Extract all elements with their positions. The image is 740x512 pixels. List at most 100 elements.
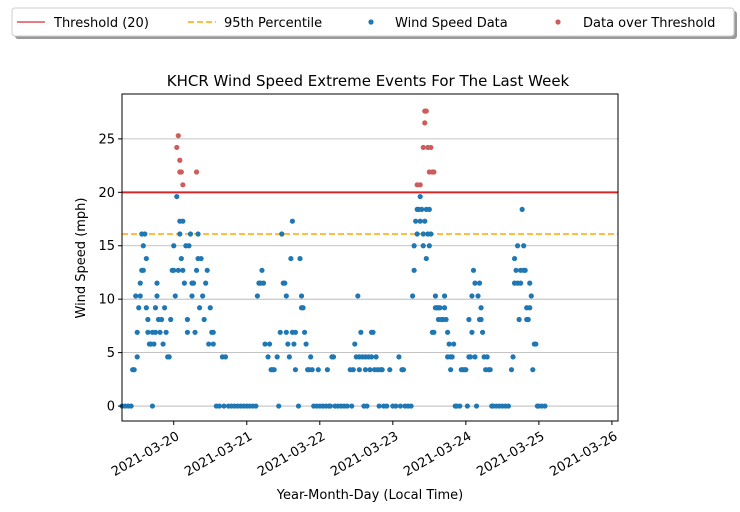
wind-speed-point xyxy=(414,231,420,237)
wind-speed-point xyxy=(358,329,364,335)
x-tick-label: 2021-03-26 xyxy=(547,429,620,480)
wind-speed-point xyxy=(137,280,143,286)
wind-speed-point xyxy=(464,403,470,409)
legend-percentile-label: 95th Percentile xyxy=(224,16,322,31)
wind-speed-point xyxy=(162,305,168,311)
wind-speed-point xyxy=(466,316,472,323)
wind-speed-point xyxy=(444,329,451,335)
wind-speed-point xyxy=(285,341,291,347)
wind-speed-point xyxy=(376,403,382,409)
wind-speed-point xyxy=(368,354,375,360)
wind-speed-point xyxy=(356,367,362,373)
wind-speed-point xyxy=(349,403,355,409)
wind-speed-point xyxy=(196,305,203,311)
wind-speed-point xyxy=(189,293,195,299)
wind-speed-point xyxy=(288,255,294,262)
wind-speed-point xyxy=(514,243,521,249)
wind-speed-point xyxy=(527,305,533,311)
wind-speed-point xyxy=(216,403,222,409)
wind-speed-point xyxy=(470,267,477,273)
wind-speed-point xyxy=(411,243,417,249)
wind-speed-point xyxy=(265,354,271,360)
over-threshold-point xyxy=(178,169,184,175)
wind-speed-point xyxy=(411,267,417,273)
wind-speed-point xyxy=(143,255,149,262)
wind-speed-point xyxy=(324,367,330,373)
wind-speed-point xyxy=(180,218,186,224)
wind-speed-point xyxy=(364,403,370,409)
wind-speed-point xyxy=(149,403,156,409)
wind-speed-point xyxy=(397,403,404,409)
wind-speed-point xyxy=(134,329,140,335)
wind-speed-point xyxy=(292,329,299,335)
y-tick-label: 10 xyxy=(98,293,115,308)
wind-speed-point xyxy=(145,329,151,335)
wind-speed-point xyxy=(446,341,452,347)
wind-speed-point xyxy=(472,280,478,286)
wind-speed-point xyxy=(158,316,165,323)
wind-speed-point xyxy=(393,403,399,409)
wind-speed-point xyxy=(448,367,454,373)
wind-speed-point xyxy=(408,403,414,409)
y-tick-label: 15 xyxy=(98,239,115,254)
wind-speed-point xyxy=(508,367,515,373)
over-threshold-point xyxy=(431,169,437,175)
legend-wind-speed-label: Wind Speed Data xyxy=(395,16,508,31)
wind-speed-point xyxy=(200,293,206,299)
wind-speed-point xyxy=(276,403,282,409)
wind-speed-point xyxy=(478,305,484,311)
wind-speed-point xyxy=(133,293,139,299)
wind-speed-point xyxy=(473,403,480,409)
over-threshold-point xyxy=(193,169,200,175)
wind-speed-point xyxy=(177,231,183,237)
wind-speed-point xyxy=(163,329,169,335)
wind-speed-point xyxy=(518,280,524,286)
wind-speed-point xyxy=(420,243,426,249)
wind-speed-point xyxy=(527,280,533,286)
wind-speed-point xyxy=(274,354,280,360)
wind-speed-point xyxy=(516,316,522,323)
wind-speed-point xyxy=(210,329,216,335)
wind-speed-point xyxy=(186,243,192,249)
wind-speed-point xyxy=(295,403,302,409)
wind-speed-point xyxy=(152,329,159,335)
wind-speed-point xyxy=(476,280,483,286)
x-axis: 2021-03-20 2021-03-21 2021-03-22 2021-03-23… xyxy=(109,421,620,480)
wind-speed-point xyxy=(417,193,423,200)
wind-speed-point xyxy=(192,329,198,335)
wind-speed-point xyxy=(145,316,151,323)
legend-over-threshold-swatch xyxy=(555,19,561,25)
plot-frame xyxy=(121,93,619,422)
wind-speed-point xyxy=(419,206,425,213)
wind-speed-point xyxy=(350,367,356,373)
wind-speed-point xyxy=(154,280,160,286)
y-axis-label: Wind Speed (mph) xyxy=(74,198,89,319)
wind-speed-point xyxy=(525,316,531,323)
legend-over-threshold-label: Data over Threshold xyxy=(583,16,715,31)
wind-speed-point xyxy=(309,367,315,373)
over-threshold-point xyxy=(422,120,428,126)
legend-wind-speed-swatch xyxy=(368,19,374,25)
wind-speed-point xyxy=(373,354,379,360)
wind-speed-point xyxy=(298,293,305,299)
wind-speed-point xyxy=(431,329,437,335)
wind-speed-point xyxy=(137,293,143,299)
wind-speed-point xyxy=(206,341,212,347)
wind-speed-point xyxy=(370,329,376,335)
wind-speed-point xyxy=(530,367,536,373)
wind-speed-point xyxy=(308,354,314,360)
wind-speed-point xyxy=(134,354,140,360)
wind-speed-point xyxy=(327,403,334,409)
wind-speed-point xyxy=(344,403,350,409)
wind-speed-point xyxy=(154,293,160,299)
wind-speed-point xyxy=(166,354,172,360)
x-tick-label: 2021-03-21 xyxy=(182,429,255,480)
wind-speed-point xyxy=(528,293,534,299)
wind-speed-point xyxy=(260,280,267,286)
wind-speed-point xyxy=(168,316,174,323)
wind-speed-point xyxy=(172,293,178,299)
wind-speed-point xyxy=(352,341,358,347)
wind-speed-point xyxy=(174,193,180,200)
wind-speed-point xyxy=(426,206,432,213)
